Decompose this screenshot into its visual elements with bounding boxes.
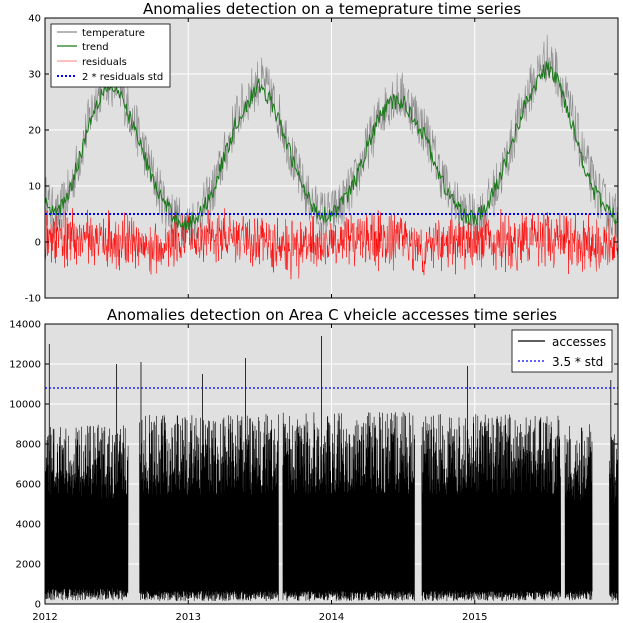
chart-title: Anomalies detection on Area C vheicle ac… [107, 306, 557, 324]
y-tick-label: 30 [28, 70, 41, 81]
y-tick-label: 14000 [9, 320, 41, 331]
legend-label: accesses [552, 335, 606, 349]
series-layer [45, 336, 618, 602]
y-tick-label: 0 [35, 600, 41, 611]
legend-label: 2 * residuals std [82, 72, 163, 83]
y-tick-label: 8000 [16, 440, 41, 451]
series-accesses-line [45, 412, 618, 602]
chart-title: Anomalies detection on a temeprature tim… [143, 0, 521, 18]
x-axis: 2012 2013 2014 2015 [32, 612, 487, 623]
legend-label: temperature [82, 28, 145, 39]
plot-frame [44, 323, 619, 605]
y-tick-label: 4000 [16, 520, 41, 531]
x-tick-label: 2013 [176, 612, 201, 623]
y-tick-label: 10 [28, 182, 41, 193]
y-axis: 0 2000 4000 6000 8000 10000 12000 14000 [9, 320, 618, 611]
legend-label: residuals [82, 57, 127, 68]
chart-accesses: Anomalies detection on Area C vheicle ac… [9, 306, 619, 623]
y-tick-label: 6000 [16, 480, 41, 491]
series-trend-line [45, 61, 618, 231]
legend: temperature trend residuals 2 * residual… [50, 23, 171, 88]
y-tick-label: 0 [35, 238, 41, 249]
legend-label: trend [82, 42, 109, 53]
chart-temperature: Anomalies detection on a temeprature tim… [25, 0, 619, 305]
y-tick-label: 12000 [9, 360, 41, 371]
y-tick-label: -10 [25, 294, 41, 305]
legend: accesses 3.5 * std [511, 329, 613, 373]
y-tick-label: 10000 [9, 400, 41, 411]
y-tick-label: 40 [28, 14, 41, 25]
series-layer [45, 34, 618, 280]
plot-frame [44, 17, 619, 299]
legend-label: 3.5 * std [552, 355, 603, 369]
x-tick-label: 2012 [32, 612, 57, 623]
x-tick-label: 2015 [462, 612, 487, 623]
y-tick-label: 20 [28, 126, 41, 137]
legend-box [511, 329, 613, 373]
series-residuals-line [45, 208, 618, 280]
y-tick-label: 2000 [16, 560, 41, 571]
x-tick-label: 2014 [319, 612, 344, 623]
